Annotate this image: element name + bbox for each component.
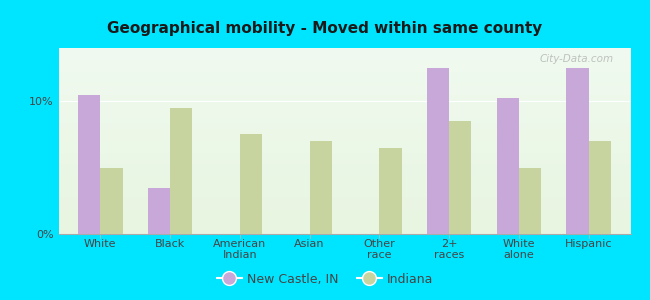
Text: City-Data.com: City-Data.com (540, 54, 614, 64)
Bar (309, 141, 332, 234)
Text: Geographical mobility - Moved within same county: Geographical mobility - Moved within sam… (107, 21, 543, 36)
Bar (240, 134, 262, 234)
Bar (566, 68, 589, 234)
Bar (427, 68, 449, 234)
Bar (100, 168, 123, 234)
Legend: New Castle, IN, Indiana: New Castle, IN, Indiana (212, 268, 438, 291)
Bar (78, 94, 100, 234)
Bar (449, 121, 471, 234)
Bar (170, 108, 192, 234)
Bar (519, 168, 541, 234)
Bar (589, 141, 611, 234)
Bar (148, 188, 170, 234)
Bar (380, 148, 402, 234)
Bar (497, 98, 519, 234)
